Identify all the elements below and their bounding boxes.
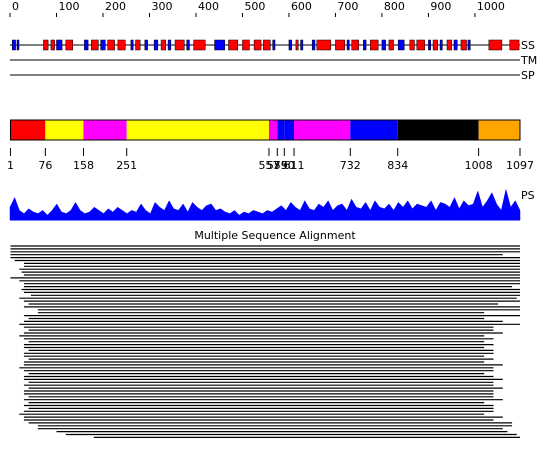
helix — [65, 39, 74, 51]
strand — [12, 39, 16, 51]
domain-segment — [294, 120, 351, 140]
ruler-label: 600 — [291, 0, 312, 13]
helix — [409, 39, 415, 51]
strand — [467, 39, 471, 51]
helix — [117, 39, 126, 51]
ruler-label: 0 — [12, 0, 19, 13]
boundary-label: 1 — [7, 159, 14, 172]
domain-segment — [397, 120, 479, 140]
ruler-label: 800 — [384, 0, 405, 13]
ruler-label: 100 — [58, 0, 79, 13]
helix — [135, 39, 141, 51]
helix — [432, 39, 438, 51]
strand — [56, 39, 63, 51]
strand — [214, 39, 226, 51]
msa-title: Multiple Sequence Alignment — [194, 229, 356, 242]
domain-segment — [10, 120, 46, 140]
helix — [370, 39, 379, 51]
helix — [335, 39, 345, 51]
strand — [363, 39, 367, 51]
helix — [91, 39, 99, 51]
helix — [263, 39, 271, 51]
ps-label: PS — [521, 189, 535, 202]
helix — [295, 39, 299, 51]
strand — [346, 39, 350, 51]
domain-segment — [350, 120, 398, 140]
strand — [397, 39, 405, 51]
domain-segment — [83, 120, 127, 140]
helix — [316, 39, 332, 51]
sp-label: SP — [521, 69, 535, 82]
boundary-label: 76 — [38, 159, 52, 172]
helix — [488, 39, 503, 51]
ss-label: SS — [521, 39, 535, 52]
ps-profile — [9, 189, 521, 221]
helix — [416, 39, 425, 51]
boundary-label: 251 — [116, 159, 137, 172]
boundary-label: 1008 — [465, 159, 493, 172]
domain-segment — [478, 120, 520, 140]
ruler-label: 900 — [430, 0, 451, 13]
strand — [100, 39, 106, 51]
helix — [351, 39, 359, 51]
boundary-label: 611 — [284, 159, 305, 172]
helix — [50, 39, 55, 51]
domain-segment — [268, 120, 278, 140]
boundary-label: 732 — [340, 159, 361, 172]
tm-label: TM — [520, 54, 537, 67]
strand — [16, 39, 20, 51]
boundary-label: 590 — [274, 159, 295, 172]
ruler-label: 400 — [198, 0, 219, 13]
helix — [460, 39, 467, 51]
strand — [288, 39, 292, 51]
helix — [388, 39, 394, 51]
strand — [153, 39, 159, 51]
domain-segment — [45, 120, 84, 140]
strand — [311, 39, 316, 51]
strand — [167, 39, 172, 51]
helix — [242, 39, 250, 51]
strand — [300, 39, 304, 51]
strand — [453, 39, 458, 51]
ruler-label: 1000 — [477, 0, 505, 13]
boundary-label: 158 — [73, 159, 94, 172]
strand — [272, 39, 276, 51]
helix — [509, 39, 520, 51]
helix — [446, 39, 452, 51]
boundary-label: 557 — [258, 159, 279, 172]
helix — [253, 39, 262, 51]
ruler-label: 500 — [244, 0, 265, 13]
boundary-label: 1097 — [506, 159, 534, 172]
ruler-label: 300 — [151, 0, 172, 13]
strand — [186, 39, 190, 51]
strand — [84, 39, 89, 51]
strand — [130, 39, 134, 51]
helix — [43, 39, 49, 51]
helix — [193, 39, 206, 51]
strand — [439, 39, 443, 51]
domain-segment — [126, 120, 269, 140]
ruler-label: 200 — [105, 0, 126, 13]
boundary-label: 834 — [387, 159, 408, 172]
ruler-label: 700 — [337, 0, 358, 13]
strand — [428, 39, 431, 51]
strand — [381, 39, 386, 51]
helix — [228, 39, 239, 51]
domain-frame — [9, 119, 521, 141]
domain-segment — [284, 120, 295, 140]
helix — [160, 39, 166, 51]
helix — [174, 39, 185, 51]
boundary-label: 575 — [267, 159, 288, 172]
helix — [107, 39, 115, 51]
domain-segment — [277, 120, 285, 140]
strand — [144, 39, 148, 51]
